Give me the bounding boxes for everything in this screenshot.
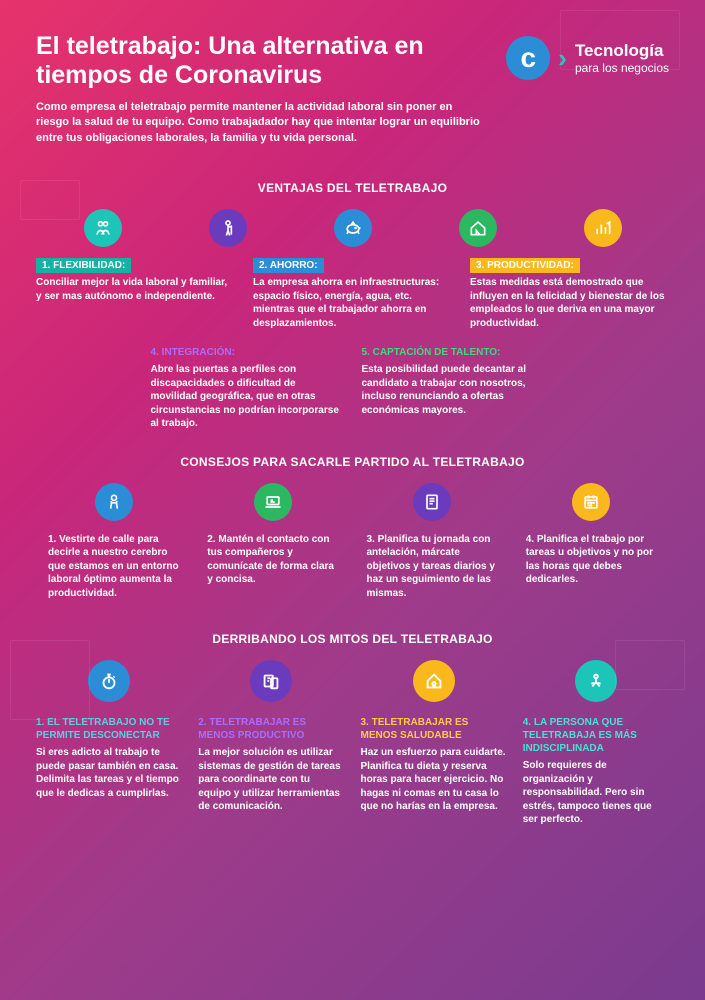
calendar-icon: [572, 483, 610, 521]
ventaja-body-1: Conciliar mejor la vida laboral y famili…: [36, 276, 235, 303]
logo-badge-icon: c: [506, 36, 550, 80]
laptop-icon: [254, 483, 292, 521]
mito-body-1: Si eres adicto al trabajo te puede pasar…: [36, 746, 182, 800]
ventaja-tag-3: 3. PRODUCTIVIDAD:: [470, 258, 580, 273]
ventajas-heading: VENTAJAS DEL TELETRABAJO: [0, 181, 705, 195]
consejo-4: 4. Planifica el trabajo por tareas u obj…: [526, 533, 657, 587]
person-icon: [95, 483, 133, 521]
consejos-grid: 1. Vestirte de calle para decirle a nues…: [0, 483, 705, 601]
consejo-2: 2. Mantén el contacto con tus compañeros…: [207, 533, 338, 587]
stopwatch-icon: [88, 660, 130, 702]
consejo-1: 1. Vestirte de calle para decirle a nues…: [48, 533, 179, 601]
ventajas-icon-row: [0, 209, 705, 247]
mito-tag-2: 2. TELETRABAJAR ES MENOS PRODUCTIVO: [198, 716, 344, 742]
family-icon: [84, 209, 122, 247]
consejo-3: 3. Planifica tu jornada con antelación, …: [367, 533, 498, 601]
ventaja-tag-2: 2. AHORRO:: [253, 258, 324, 273]
home-icon: [459, 209, 497, 247]
meditate-icon: [575, 660, 617, 702]
mito-tag-4: 4. LA PERSONA QUE TELETRABAJA ES MÁS IND…: [523, 716, 669, 755]
mito-body-4: Solo requieres de organización y respons…: [523, 759, 669, 827]
elder-icon: [209, 209, 247, 247]
ventaja-body-5: Esta posibilidad puede decantar al candi…: [362, 363, 555, 417]
ventaja-tag-4: 4. INTEGRACIÓN:: [151, 346, 344, 359]
consejos-heading: CONSEJOS PARA SACARLE PARTIDO AL TELETRA…: [0, 455, 705, 469]
mito-tag-3: 3. TELETRABAJAR ES MENOS SALUDABLE: [361, 716, 507, 742]
health-icon: [413, 660, 455, 702]
chart-icon: [584, 209, 622, 247]
list-icon: [413, 483, 451, 521]
mitos-grid: 1. EL TELETRABAJO NO TE PERMITE DESCONEC…: [0, 660, 705, 827]
ventaja-tag-5: 5. CAPTACIÓN DE TALENTO:: [362, 346, 555, 359]
ventajas-row1: 1. FLEXIBILIDAD: Conciliar mejor la vida…: [0, 255, 705, 330]
mito-body-3: Haz un esfuerzo para cuidarte. Planifica…: [361, 746, 507, 814]
mito-tag-1: 1. EL TELETRABAJO NO TE PERMITE DESCONEC…: [36, 716, 182, 742]
page-title: El teletrabajo: Una alternativa en tiemp…: [36, 32, 486, 90]
mitos-heading: DERRIBANDO LOS MITOS DEL TELETRABAJO: [0, 632, 705, 646]
ventajas-row2: 4. INTEGRACIÓN: Abre las puertas a perfi…: [0, 346, 705, 431]
ventaja-body-2: La empresa ahorra en infraestructuras: e…: [253, 276, 452, 330]
ventaja-body-4: Abre las puertas a perfiles con discapac…: [151, 363, 344, 431]
ventaja-tag-1: 1. FLEXIBILIDAD:: [36, 258, 131, 273]
intro-text: Como empresa el teletrabajo permite mant…: [36, 100, 486, 148]
devices-icon: [250, 660, 292, 702]
piggy-icon: [334, 209, 372, 247]
ventaja-body-3: Estas medidas está demostrado que influy…: [470, 276, 669, 330]
mito-body-2: La mejor solución es utilizar sistemas d…: [198, 746, 344, 814]
